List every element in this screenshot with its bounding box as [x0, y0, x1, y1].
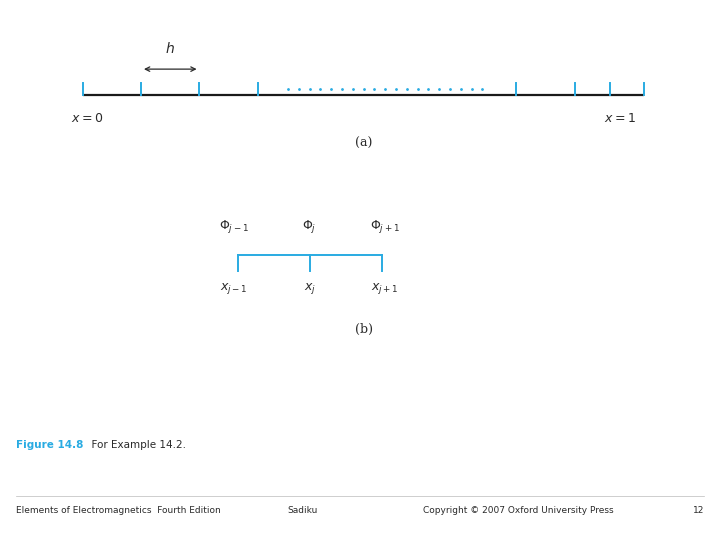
Text: $x_{j+1}$: $x_{j+1}$	[372, 281, 399, 296]
Text: $\Phi_{j+1}$: $\Phi_{j+1}$	[370, 218, 400, 235]
Text: Figure 14.8: Figure 14.8	[16, 441, 84, 450]
Text: Elements of Electromagnetics  Fourth Edition: Elements of Electromagnetics Fourth Edit…	[16, 506, 220, 515]
Text: $x = 0$: $x = 0$	[71, 112, 103, 125]
Text: $h$: $h$	[165, 40, 175, 56]
Text: (b): (b)	[355, 323, 373, 336]
Text: 12: 12	[693, 506, 704, 515]
Text: Copyright © 2007 Oxford University Press: Copyright © 2007 Oxford University Press	[423, 506, 613, 515]
Text: (a): (a)	[355, 137, 372, 150]
Text: Sadiku: Sadiku	[287, 506, 318, 515]
Text: For Example 14.2.: For Example 14.2.	[85, 441, 186, 450]
Text: $x_{j-1}$: $x_{j-1}$	[220, 281, 248, 296]
Text: $x = 1$: $x = 1$	[604, 112, 636, 125]
Text: $\Phi_{j-1}$: $\Phi_{j-1}$	[219, 218, 249, 235]
Text: $x_j$: $x_j$	[304, 281, 315, 296]
Text: $\Phi_j$: $\Phi_j$	[302, 218, 317, 235]
